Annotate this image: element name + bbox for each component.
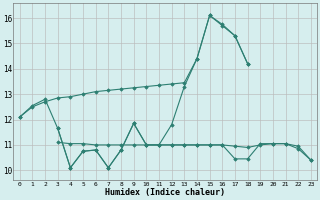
X-axis label: Humidex (Indice chaleur): Humidex (Indice chaleur): [105, 188, 225, 197]
